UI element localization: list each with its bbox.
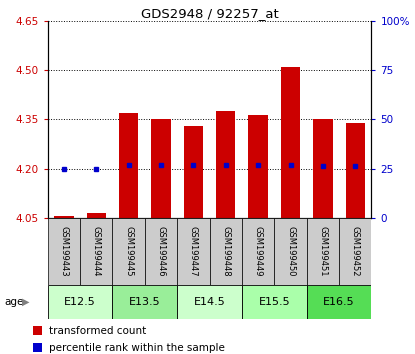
Bar [307,218,339,285]
Text: transformed count: transformed count [49,326,146,336]
Bar [177,218,210,285]
Bar [48,285,112,319]
Text: GSM199445: GSM199445 [124,226,133,276]
Bar [48,218,80,285]
Bar [339,218,371,285]
Bar [80,218,112,285]
Bar [177,285,242,319]
Text: GSM199449: GSM199449 [254,226,263,276]
Bar [242,285,307,319]
Text: GSM199444: GSM199444 [92,226,101,276]
Bar [307,285,371,319]
Text: GSM199443: GSM199443 [59,226,68,277]
Bar [274,218,307,285]
Text: E12.5: E12.5 [64,297,96,307]
Bar [210,218,242,285]
Bar [145,218,177,285]
Text: GSM199446: GSM199446 [156,226,166,277]
Bar [346,123,365,218]
Bar [249,115,268,218]
Bar [216,111,235,218]
Text: GSM199451: GSM199451 [318,226,327,276]
Text: GSM199450: GSM199450 [286,226,295,276]
Text: age: age [4,297,24,307]
Bar [112,285,177,319]
Text: E14.5: E14.5 [194,297,225,307]
Bar [112,218,145,285]
Text: GSM199447: GSM199447 [189,226,198,277]
Text: GSM199448: GSM199448 [221,226,230,277]
Text: percentile rank within the sample: percentile rank within the sample [49,343,225,353]
Text: E15.5: E15.5 [259,297,290,307]
Bar [184,126,203,218]
Bar [119,113,138,218]
Text: GSM199452: GSM199452 [351,226,360,276]
Bar [281,67,300,218]
Title: GDS2948 / 92257_at: GDS2948 / 92257_at [141,7,278,20]
Text: E16.5: E16.5 [323,297,355,307]
Text: ▶: ▶ [22,297,29,307]
Bar [242,218,274,285]
Bar [313,120,332,218]
Bar [151,120,171,218]
Text: E13.5: E13.5 [129,297,161,307]
Bar [87,213,106,218]
Bar [54,216,73,218]
